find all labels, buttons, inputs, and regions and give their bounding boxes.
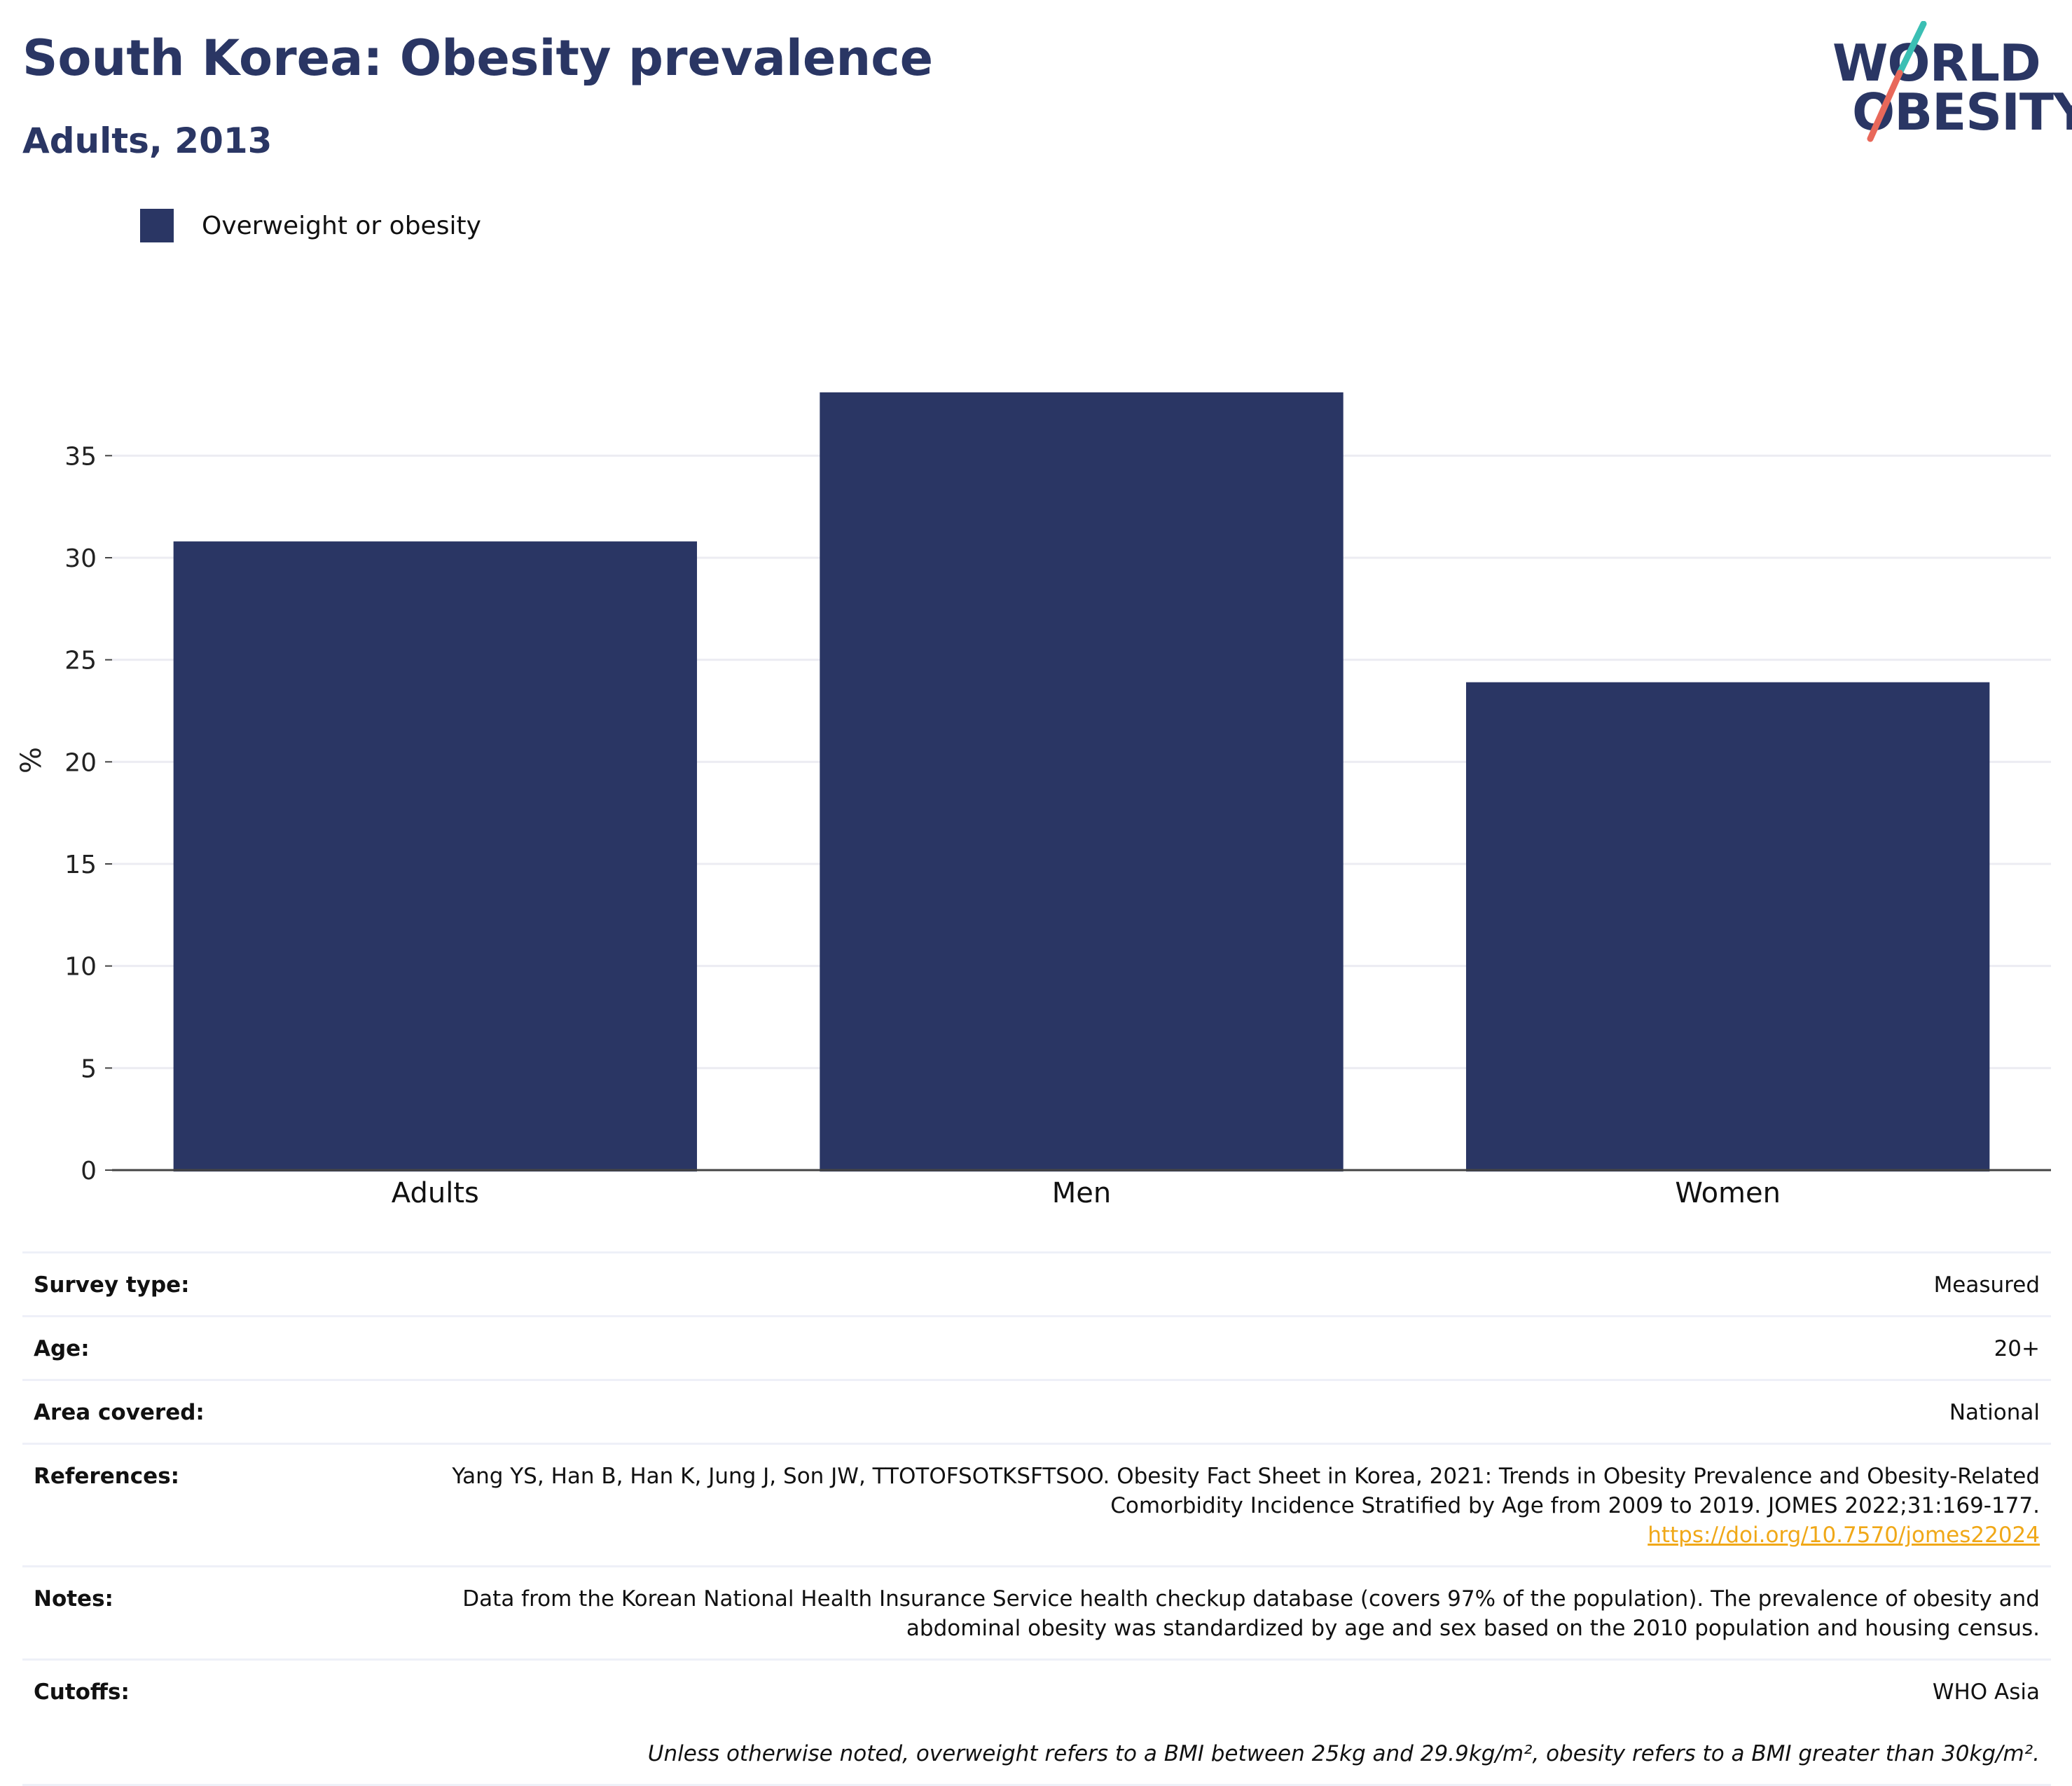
bmi-footnote: Unless otherwise noted, overweight refer… (22, 1722, 2051, 1786)
bar-chart: 0 5 10 15 20 25 30 35 Adults Men Women % (15, 392, 2051, 1209)
meta-row-area-covered: Area covered: National (22, 1379, 2051, 1443)
legend-swatch (140, 209, 174, 242)
y-tick-label: 30 (64, 544, 97, 573)
meta-key: Notes: (34, 1586, 113, 1612)
y-tick-label: 15 (64, 851, 97, 879)
meta-value: Yang YS, Han B, Han K, Jung J, Son JW, T… (426, 1462, 2040, 1550)
y-tick-label: 35 (64, 442, 97, 471)
page-title: South Korea: Obesity prevalence (22, 29, 934, 87)
meta-key: Cutoffs: (34, 1679, 130, 1705)
meta-row-age: Age: 20+ (22, 1315, 2051, 1379)
meta-value: WHO Asia (1932, 1679, 2040, 1705)
meta-row-references: References: Yang YS, Han B, Han K, Jung … (22, 1443, 2051, 1565)
meta-key: Age: (34, 1336, 90, 1361)
reference-doi-link[interactable]: https://doi.org/10.7570/jomes22024 (1648, 1523, 2040, 1548)
bars (173, 392, 1990, 1172)
world-obesity-logo[interactable]: WORLD OBESITY (1821, 21, 2072, 147)
meta-row-cutoffs: Cutoffs: WHO Asia (22, 1658, 2051, 1722)
meta-value: 20+ (1994, 1336, 2040, 1361)
y-tick-label: 25 (64, 647, 97, 675)
legend-label: Overweight or obesity (202, 211, 481, 240)
survey-metadata-table: Survey type: Measured Age: 20+ Area cove… (22, 1251, 2051, 1786)
bar-men (820, 392, 1344, 1172)
x-tick-label: Adults (392, 1177, 479, 1209)
x-tick-label: Women (1675, 1177, 1781, 1209)
y-tick-label: 20 (64, 748, 97, 777)
x-tick-label: Men (1052, 1177, 1111, 1209)
reference-text: Yang YS, Han B, Han K, Jung J, Son JW, T… (452, 1464, 2040, 1518)
page-subtitle: Adults, 2013 (22, 121, 272, 161)
y-axis-label: % (15, 747, 48, 774)
y-tick-label: 5 (81, 1055, 97, 1083)
bar-women (1465, 682, 1990, 1172)
x-ticks: Adults Men Women (392, 1177, 1781, 1209)
bar-adults (173, 541, 698, 1172)
y-ticks: 0 5 10 15 20 25 30 35 (64, 442, 112, 1186)
meta-key: Survey type: (34, 1272, 190, 1298)
meta-key: Area covered: (34, 1400, 205, 1425)
meta-row-notes: Notes: Data from the Korean National Hea… (22, 1565, 2051, 1658)
logo-slash-icon (1867, 21, 1927, 142)
chart-legend: Overweight or obesity (140, 207, 481, 244)
meta-row-survey-type: Survey type: Measured (22, 1251, 2051, 1315)
meta-value: Measured (1933, 1272, 2040, 1298)
y-tick-label: 10 (64, 953, 97, 982)
meta-value: Data from the Korean National Health Ins… (462, 1586, 2040, 1641)
meta-value: National (1949, 1400, 2040, 1425)
meta-key: References: (34, 1464, 180, 1489)
y-tick-label: 0 (81, 1157, 97, 1186)
logo-line-world: WORLD (1832, 34, 2041, 92)
